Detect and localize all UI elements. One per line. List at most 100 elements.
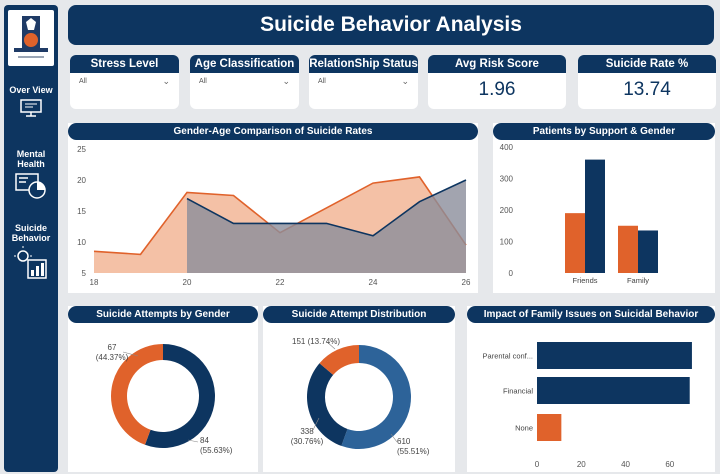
kpi-label: Avg Risk Score (428, 55, 566, 73)
series-line (186, 179, 467, 237)
stress-level-slicer[interactable]: Stress Level All ⌄ (70, 55, 179, 109)
bar (537, 377, 690, 404)
slicer-label: RelationShip Status (309, 55, 418, 73)
attempts-by-gender-panel: Suicide Attempts by Gender 84 (55.63%) 67(… (68, 306, 258, 472)
y-tick-label: 300 (500, 175, 514, 184)
attempt-distribution-donut: 610(55.51%) 338(30.76%) 151 (13.74%) (291, 337, 430, 456)
chart-title: Patients by Support & Gender (493, 123, 715, 140)
y-tick-label: 400 (500, 143, 514, 152)
x-tick-label: 0 (535, 460, 540, 469)
age-classification-dropdown[interactable]: All ⌄ (199, 76, 290, 90)
chart-title: Suicide Attempt Distribution (263, 306, 455, 323)
donut-slice (111, 344, 163, 445)
slicer-label: Stress Level (70, 55, 179, 73)
x-tick-label: 40 (621, 460, 630, 469)
slice-value-label: 67 (108, 343, 117, 352)
nav-mental-health-label-2: Health (17, 159, 45, 169)
nav-suicide-behavior-label-2: Behavior (11, 233, 51, 243)
relationship-status-slicer[interactable]: RelationShip Status All ⌄ (309, 55, 418, 109)
age-classification-slicer[interactable]: Age Classification All ⌄ (190, 55, 299, 109)
attempts-by-gender-donut: 84(55.63%) 67(44.37%) (96, 343, 233, 455)
avg-risk-score-card: Avg Risk Score 1.96 (428, 55, 566, 109)
leader-line (122, 351, 139, 357)
bar (565, 213, 585, 273)
donut-slice (341, 345, 411, 449)
chart-title: Gender-Age Comparison of Suicide Rates (68, 123, 478, 140)
leader-line (390, 433, 398, 443)
support-gender-chart-panel: Patients by Support & Gender 0 100 200 300 4… (493, 123, 715, 293)
category-label: Parental conf... (483, 352, 533, 361)
slice-value-label: 338 (300, 427, 314, 436)
attempt-distribution-panel: Suicide Attempt Distribution 610 (55.51%)… (263, 306, 455, 472)
gender-age-chart-panel: Gender-Age Comparison of Suicide Rates 5… (68, 123, 478, 293)
nav-suicide-behavior[interactable]: Suicide Behavior (4, 223, 58, 280)
y-tick-label: 25 (77, 145, 86, 154)
kpi-value: 13.74 (623, 79, 671, 100)
x-tick-label: 24 (369, 278, 378, 287)
y-tick-label: 20 (77, 176, 86, 185)
nav-overview[interactable]: Over View (4, 85, 58, 118)
bar (638, 230, 658, 273)
stress-level-dropdown[interactable]: All ⌄ (79, 76, 170, 90)
chart-title: Impact of Family Issues on Suicidal Beha… (467, 306, 715, 323)
leader-line (312, 417, 320, 431)
pie-chart-icon (15, 173, 46, 199)
nav-mental-health-label-1: Mental (16, 149, 46, 159)
gender-age-area-chart: 5 10 15 20 25 18 20 22 24 26 (77, 145, 471, 287)
x-tick-label: 26 (462, 278, 471, 287)
family-issues-panel: Impact of Family Issues on Suicidal Beha… (467, 306, 715, 472)
page-title: Suicide Behavior Analysis (68, 5, 714, 45)
support-gender-bar-chart: 0 100 200 300 400 Friends Family (500, 143, 658, 285)
kpi-value: 1.96 (478, 79, 516, 100)
slice-percent-label: (44.37%) (96, 353, 129, 362)
logo (8, 10, 54, 66)
slice-value-label: 84 (200, 436, 209, 445)
slice-value-label: 610 (397, 437, 411, 446)
bar-chart-icon (14, 246, 47, 279)
y-tick-label: 100 (500, 238, 514, 247)
y-tick-label: 10 (77, 238, 86, 247)
slice-percent-label: (55.51%) (397, 447, 430, 456)
x-tick-label: 20 (577, 460, 586, 469)
y-tick-label: 5 (82, 269, 87, 278)
x-tick-label: 20 (183, 278, 192, 287)
nav-suicide-behavior-label-1: Suicide (14, 223, 47, 233)
x-tick-label: 22 (276, 278, 285, 287)
monitor-icon (20, 99, 42, 117)
slice-percent-label: (55.63%) (200, 446, 233, 455)
chevron-down-icon[interactable]: ⌄ (162, 76, 170, 86)
y-tick-label: 0 (509, 269, 514, 278)
slice-value-label: 151 (13.74%) (292, 337, 340, 346)
logo-emblem-icon (14, 16, 48, 58)
bar (537, 414, 562, 441)
chevron-down-icon[interactable]: ⌄ (282, 76, 290, 86)
suicide-rate-card: Suicide Rate % 13.74 (578, 55, 716, 109)
series-area (187, 180, 466, 273)
donut-slice (144, 344, 215, 448)
donut-slice (319, 345, 359, 375)
dropdown-value: All (79, 78, 87, 85)
leader-line (187, 439, 199, 443)
kpi-label: Suicide Rate % (578, 55, 716, 73)
nav-overview-label: Over View (9, 85, 53, 95)
category-label: Family (627, 276, 649, 285)
slice-percent-label: (30.76%) (291, 437, 324, 446)
chart-title: Suicide Attempts by Gender (68, 306, 258, 323)
donut-slice (307, 363, 348, 446)
relationship-status-dropdown[interactable]: All ⌄ (318, 76, 409, 90)
slicer-label: Age Classification (190, 55, 299, 73)
category-label: None (515, 424, 533, 433)
bar (618, 225, 638, 273)
nav-mental-health[interactable]: Mental Health (4, 149, 58, 200)
leader-line (326, 341, 336, 350)
sidebar: Over View Mental Health Suicide Behavior (4, 5, 58, 472)
bar (585, 159, 605, 273)
category-label: Financial (503, 387, 533, 396)
category-label: Friends (572, 276, 597, 285)
y-tick-label: 15 (77, 207, 86, 216)
bar (537, 342, 692, 369)
x-tick-label: 18 (90, 278, 99, 287)
family-issues-bar-chart: Parental conf... Financial None 0 20 40 60 (483, 342, 692, 469)
chevron-down-icon[interactable]: ⌄ (401, 76, 409, 86)
dropdown-value: All (199, 78, 207, 85)
